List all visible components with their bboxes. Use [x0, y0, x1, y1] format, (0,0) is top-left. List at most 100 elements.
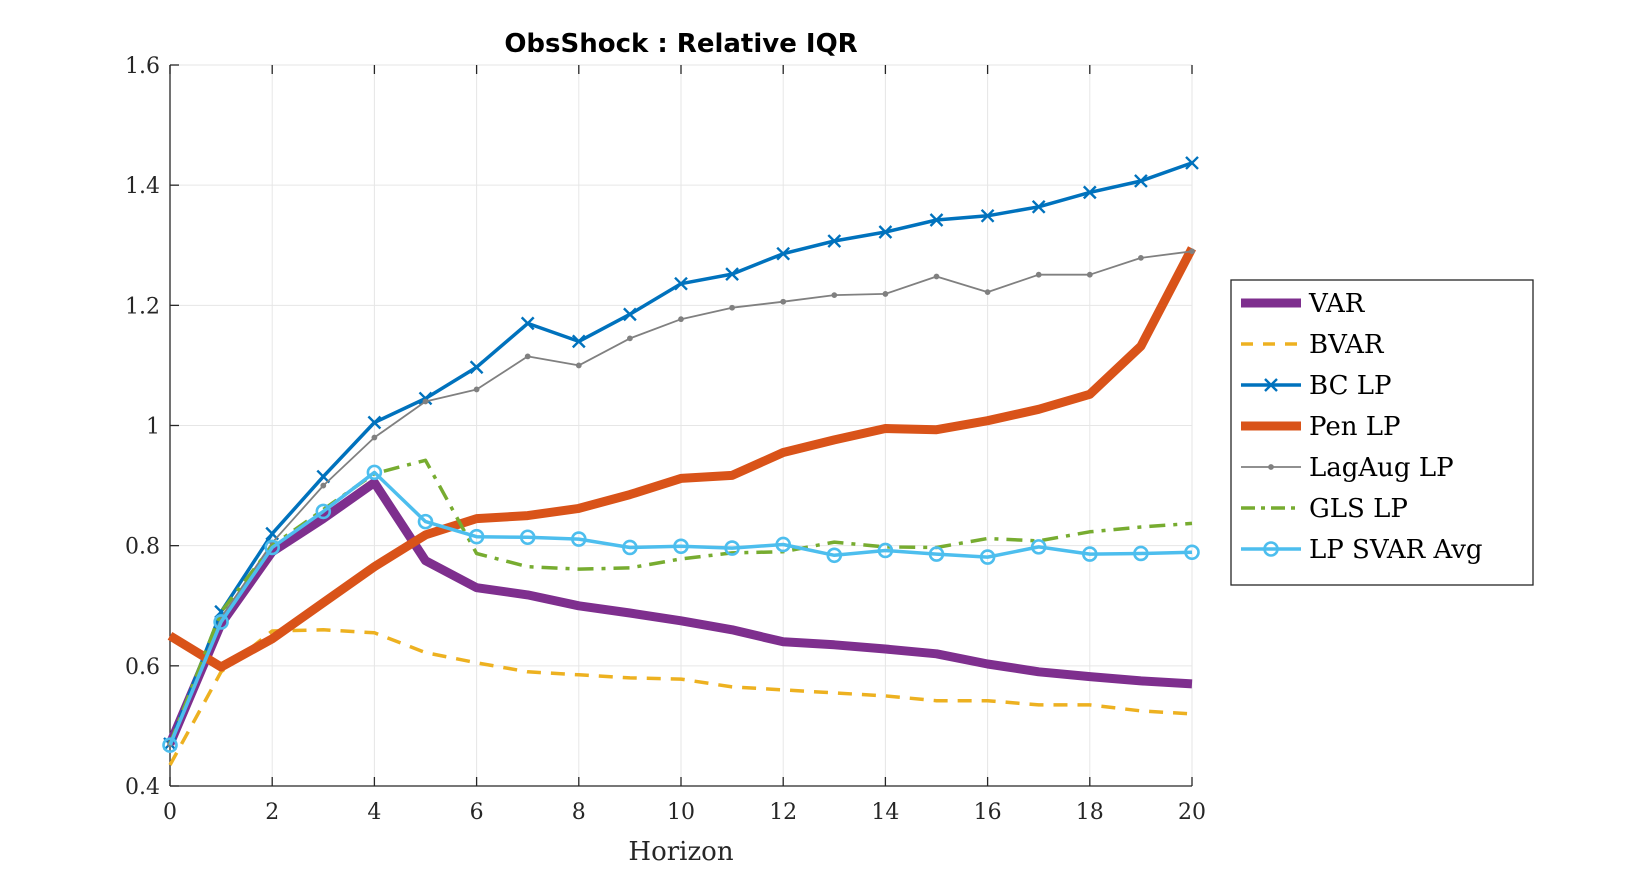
legend-label: VAR [1308, 289, 1366, 319]
x-marker-stroke [929, 213, 944, 227]
series-lines [162, 156, 1200, 766]
dot-marker [984, 289, 991, 296]
dot-marker [729, 304, 735, 311]
x-marker [776, 246, 791, 261]
circle-marker [622, 539, 638, 556]
x-tick-label: 0 [163, 800, 177, 825]
x-marker [725, 267, 739, 281]
x-marker-stroke [623, 307, 637, 322]
series-var [165, 478, 1193, 746]
dot-marker [575, 362, 582, 369]
legend-entry: GLS LP [1241, 494, 1408, 524]
series-pen-lp [167, 246, 1196, 672]
circle-marker [417, 513, 434, 530]
dot-marker [1138, 254, 1144, 261]
circle-marker [570, 531, 587, 547]
circle-marker [673, 538, 689, 555]
x-tick-label: 8 [572, 800, 586, 825]
series-line [165, 478, 1193, 746]
circle-marker [928, 546, 945, 562]
x-marker [571, 334, 586, 349]
series-gls-lp [168, 458, 1193, 745]
dot-marker [780, 298, 787, 305]
dot-marker [1268, 464, 1274, 470]
x-marker-stroke [1185, 156, 1199, 170]
legend-entry: Pen LP [1241, 412, 1400, 442]
x-marker-stroke [265, 526, 280, 541]
x-marker-stroke [725, 267, 739, 281]
x-marker-stroke [980, 208, 995, 223]
legend-label: LP SVAR Avg [1309, 535, 1483, 565]
dot-marker [1189, 248, 1195, 255]
x-tick-label: 10 [667, 800, 695, 825]
series-line [168, 628, 1193, 766]
circle-marker [1082, 546, 1098, 562]
legend-label: BC LP [1309, 371, 1392, 401]
x-marker-stroke [776, 246, 791, 261]
dot-marker [831, 292, 838, 299]
circle-marker [366, 464, 383, 481]
circle-marker [877, 542, 894, 559]
legend-box [1230, 279, 1534, 586]
x-tick-label: 20 [1178, 800, 1206, 825]
x-marker [1185, 156, 1199, 170]
circle-marker [213, 614, 229, 630]
dot-marker [882, 291, 889, 297]
dot-marker [1086, 271, 1093, 278]
x-marker-stroke [469, 360, 484, 375]
x-tick-label: 2 [265, 800, 279, 825]
x-marker-stroke [571, 334, 586, 349]
x-marker [367, 415, 382, 430]
y-tick-label: 0.4 [125, 775, 160, 800]
y-tick-label: 1.4 [125, 174, 160, 199]
x-axis-label: Horizon [628, 837, 733, 867]
legend-entry: BC LP [1241, 371, 1392, 401]
legend-entry: BVAR [1241, 330, 1385, 360]
legend-label: LagAug LP [1309, 453, 1454, 483]
circle-marker [826, 547, 843, 564]
dot-marker [678, 316, 684, 323]
series-bvar [168, 628, 1193, 766]
x-marker-stroke [827, 234, 842, 248]
x-marker-stroke [520, 316, 535, 331]
legend-entry: VAR [1241, 289, 1366, 319]
x-marker [1031, 199, 1046, 214]
circle-marker [519, 529, 536, 546]
x-tick-label: 6 [470, 800, 484, 825]
x-marker-stroke [674, 276, 688, 291]
legend: VAR BVAR BC LP Pen LP LagAug LP GLS LP LP SVAR… [1230, 279, 1534, 586]
x-marker-stroke [1082, 185, 1097, 200]
dot-marker [422, 398, 429, 405]
y-tick-label: 0.6 [125, 655, 160, 680]
circle-marker [724, 540, 740, 556]
dot-marker [1035, 271, 1042, 278]
x-marker [1264, 378, 1278, 392]
x-marker [929, 213, 944, 227]
legend-entry: LagAug LP [1241, 453, 1454, 483]
x-marker [674, 276, 688, 291]
series-line [168, 458, 1193, 745]
x-marker [827, 234, 842, 248]
x-marker [418, 391, 433, 406]
x-marker [1134, 174, 1148, 188]
x-marker [469, 360, 484, 375]
dot-marker [371, 434, 378, 441]
y-tick-label: 1 [146, 415, 160, 440]
x-marker-stroke [418, 391, 433, 406]
legend-entry: LP SVAR Avg [1241, 535, 1483, 565]
x-marker [520, 316, 535, 331]
series-line [167, 246, 1196, 672]
legend-label: GLS LP [1309, 494, 1408, 524]
circle-marker [1263, 541, 1279, 557]
x-marker-stroke [1031, 199, 1046, 214]
dot-marker [933, 273, 940, 280]
series-line [168, 470, 1193, 746]
dot-marker [627, 335, 633, 342]
circle-marker [468, 528, 485, 545]
x-tick-label: 4 [367, 800, 381, 825]
circle-marker [315, 503, 332, 520]
circle-marker [162, 737, 178, 753]
series-lp-svar-avg [162, 464, 1200, 753]
x-marker-stroke [1134, 174, 1148, 188]
x-tick-label: 16 [974, 800, 1002, 825]
